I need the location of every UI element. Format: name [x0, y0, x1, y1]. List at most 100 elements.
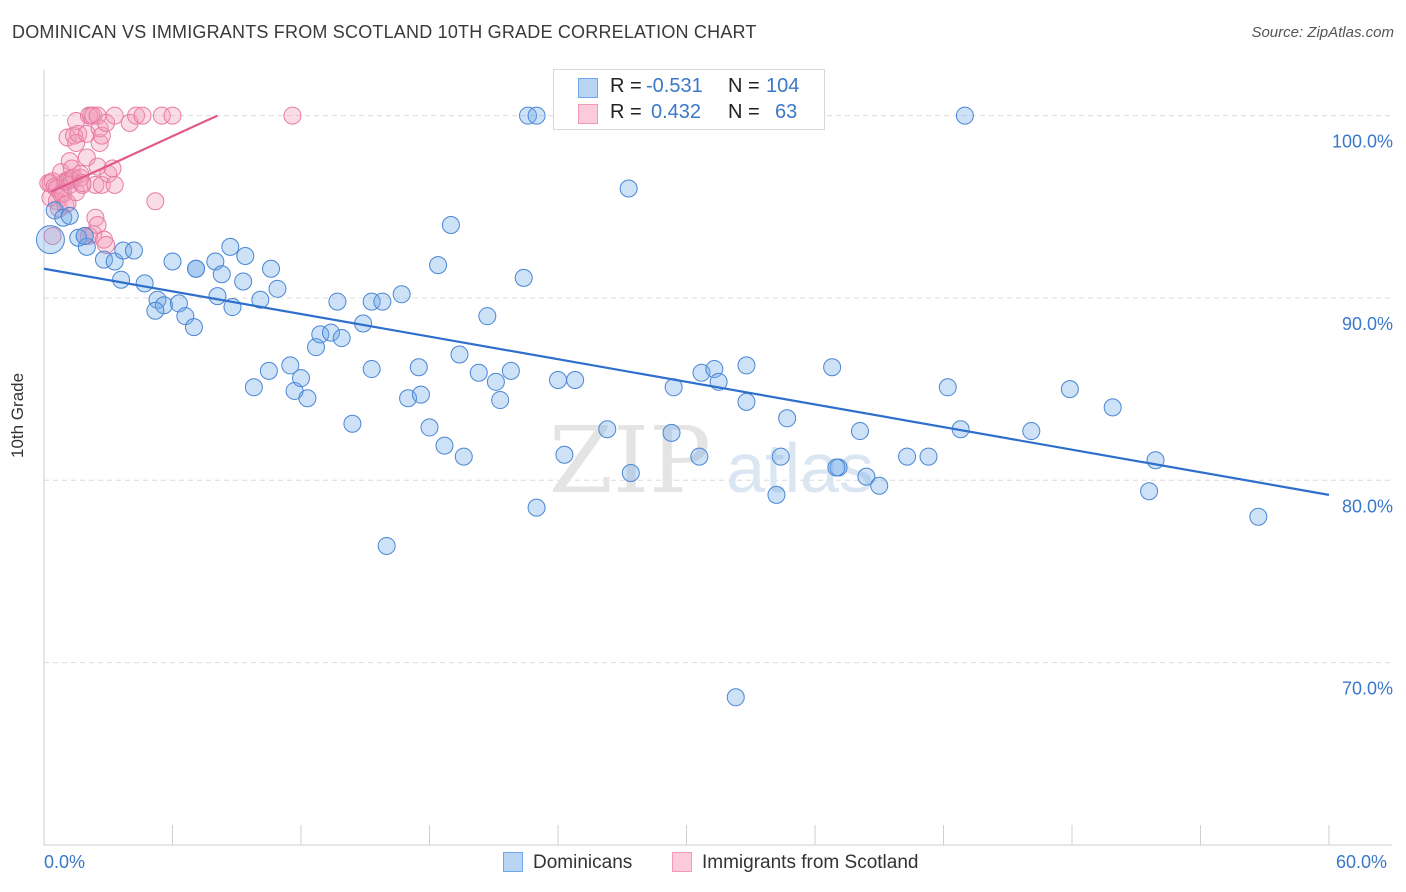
scotland-point [92, 175, 111, 194]
dominicans-point [236, 247, 255, 265]
dominicans-point [409, 358, 428, 377]
scotland-point [146, 192, 165, 211]
dominicans-point [135, 274, 154, 293]
dominicans-point [454, 447, 473, 466]
dominicans-point [527, 106, 546, 125]
dominicans-point [112, 270, 131, 289]
dominicans-point [857, 467, 876, 486]
dominicans-point [767, 485, 786, 504]
dominicans-point [208, 287, 227, 306]
dominicans-point [823, 358, 842, 377]
dominicans-point [244, 378, 263, 397]
y-tick-label: 70.0% [1342, 679, 1393, 699]
scotland-point [90, 133, 109, 152]
scotland-point [163, 106, 182, 125]
legend-label-dominicans: Dominicans [533, 852, 633, 873]
dominicans-point [392, 285, 411, 304]
stats-legend: R = -0.531 N = 104 R = 0.432 N = 63 [553, 69, 825, 130]
dominicans-point [690, 447, 709, 466]
dominicans-point [1060, 380, 1079, 399]
scotland-point [133, 106, 152, 125]
dominicans-point [441, 216, 460, 234]
dominicans-point [955, 106, 974, 125]
dominicans-point [919, 447, 938, 466]
legend-r-label: R = [610, 101, 642, 123]
legend-r-value: -0.531 [646, 75, 703, 97]
bottom-legend-dominicans: Dominicans [503, 852, 632, 874]
trend-lines [43, 114, 1330, 496]
x-tick-label-max: 60.0% [1336, 852, 1388, 872]
dominicans-point [898, 447, 917, 466]
dominicans-point [114, 241, 133, 260]
legend-swatch-pink [578, 104, 598, 124]
dominicans-point [184, 318, 203, 337]
dominicans-point [77, 237, 96, 256]
dominicans-point [549, 371, 567, 389]
dominicans-point [75, 226, 94, 245]
legend-r-value: 0.432 [651, 101, 702, 123]
dominicans-point [212, 265, 231, 284]
dominicans-point [827, 458, 846, 477]
scotland-point [152, 106, 171, 125]
dominicans-point [501, 361, 520, 380]
dominicans-point [343, 414, 362, 433]
dominicans-point [598, 420, 617, 439]
dominicans-point [234, 272, 253, 291]
x-tick-label-min: 0.0% [44, 852, 86, 872]
y-tick-labels: 100.0% 90.0% 80.0% 70.0% [1332, 132, 1393, 699]
watermark-atlas: atlas [726, 429, 874, 507]
dominicans-point [662, 423, 681, 442]
dominicans-point [491, 391, 510, 410]
legend-n-label: N = [728, 101, 760, 123]
dominicans-point [259, 361, 278, 380]
bottom-legend-scotland: Immigrants from Scotland [672, 852, 918, 874]
dominicans-point [555, 445, 574, 464]
axes [43, 70, 1392, 846]
source-label: Source: ZipAtlas.com [1251, 24, 1394, 41]
dominicans-point [514, 268, 533, 287]
scotland-point [105, 106, 124, 125]
dominicans-point [146, 301, 165, 320]
dominicans-point [262, 259, 281, 278]
y-tick-label: 80.0% [1342, 496, 1393, 516]
dominicans-point [221, 237, 240, 256]
dominicans-point [281, 356, 300, 375]
dominicans-point [362, 292, 381, 311]
scotland-point [127, 106, 146, 125]
dominicans-point [1140, 482, 1159, 501]
dominicans-point [619, 179, 638, 198]
dominicans-point [298, 389, 317, 408]
dominicans-point [429, 256, 448, 275]
dominicans-point [373, 292, 392, 311]
legend-r-label: R = [610, 75, 642, 97]
y-tick-label: 90.0% [1342, 314, 1393, 334]
legend-label-scotland: Immigrants from Scotland [702, 852, 919, 873]
dominicans-point [154, 296, 173, 315]
dominicans-point [778, 409, 797, 428]
dominicans-point [527, 498, 546, 517]
watermark-zip: ZIP [549, 407, 711, 514]
dominicans-point [163, 252, 182, 271]
dominicans-point [332, 329, 351, 348]
dominicans-point [850, 422, 869, 441]
y-tick-label: 100.0% [1332, 132, 1393, 152]
dominicans-point [1022, 422, 1041, 441]
dominicans-point [870, 476, 889, 495]
chart-title: DOMINICAN VS IMMIGRANTS FROM SCOTLAND 10… [12, 22, 757, 42]
dominicans-point [420, 418, 439, 437]
dominicans-point [726, 688, 745, 707]
dominicans-point [478, 307, 497, 326]
dominicans-point [292, 369, 310, 388]
dominicans-point [321, 323, 340, 342]
scotland-point [58, 128, 77, 147]
dominicans-trend-line [43, 267, 1330, 496]
legend-swatch-blue [578, 78, 598, 98]
dominicans-point [268, 279, 287, 298]
legend-n-label: N = [728, 75, 760, 97]
dominicans-point [566, 371, 585, 389]
dominicans-point [54, 208, 73, 227]
scotland-point [67, 183, 86, 202]
watermark: ZIP atlas [549, 407, 874, 514]
dominicans-point [1103, 398, 1122, 417]
dominicans-point [450, 345, 469, 364]
